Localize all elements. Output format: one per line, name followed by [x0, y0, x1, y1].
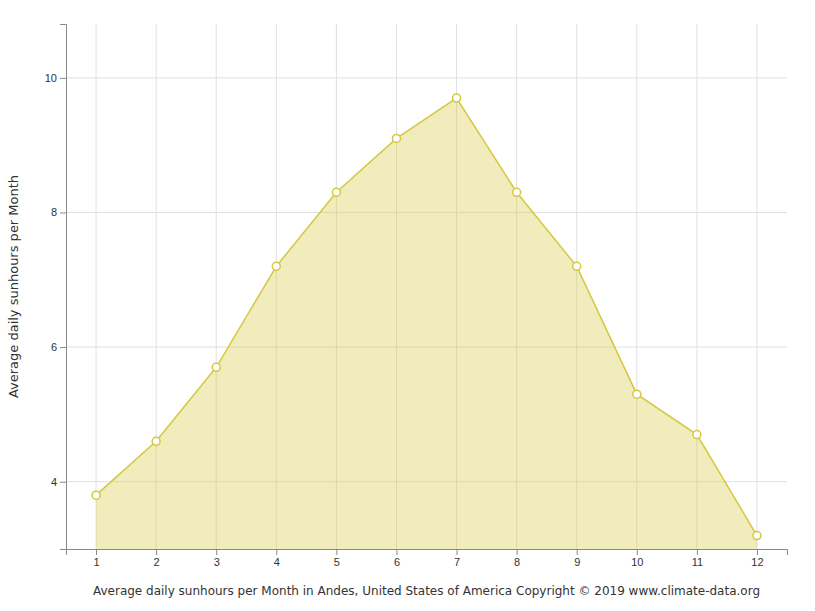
- tick: 12: [751, 549, 763, 568]
- tick: 11: [692, 549, 703, 568]
- tick-mark: [96, 549, 97, 555]
- tick-label: 7: [454, 556, 460, 568]
- tick: 1: [93, 549, 99, 568]
- tick-mark: [457, 549, 458, 555]
- point: [332, 188, 340, 196]
- tick-label: 6: [394, 556, 400, 568]
- grid-line: [756, 24, 757, 549]
- point: [272, 262, 280, 270]
- point: [152, 437, 160, 445]
- tick: 3: [214, 549, 220, 568]
- tick-label: 4: [51, 476, 57, 488]
- tick-label: 9: [574, 556, 580, 568]
- y-axis: 4 6 8 10: [45, 25, 67, 550]
- tick-label: 8: [51, 206, 57, 218]
- tick-mark: [336, 549, 337, 555]
- chart: 12345678910111246810Average daily sunhou…: [0, 0, 815, 611]
- tick-mark: [637, 549, 638, 555]
- tick: 6: [394, 549, 400, 568]
- tick-mark: [697, 549, 698, 555]
- grid-line: [66, 77, 787, 78]
- tick-label: 10: [45, 72, 57, 84]
- tick-mark: [276, 549, 277, 555]
- grid-line: [96, 24, 97, 549]
- y-axis-title: Average daily sunhours per Month: [6, 175, 21, 398]
- point: [753, 532, 761, 540]
- tick-mark: [396, 549, 397, 555]
- x-axis: 123456789101112: [67, 549, 788, 568]
- x-axis-title: Average daily sunhours per Month in Ande…: [93, 584, 760, 598]
- tick-label: 11: [692, 556, 703, 568]
- tick: 6: [51, 341, 66, 353]
- point: [212, 363, 220, 371]
- axis-line: [60, 25, 67, 550]
- marks: [92, 94, 761, 549]
- tick-mark: [60, 78, 66, 79]
- grid: [66, 24, 787, 549]
- tick-label: 12: [751, 556, 763, 568]
- area: [96, 98, 757, 549]
- point: [573, 262, 581, 270]
- point: [92, 491, 100, 499]
- point: [453, 94, 461, 102]
- tick-label: 8: [514, 556, 520, 568]
- tick: 4: [51, 476, 66, 488]
- tick: 9: [574, 549, 580, 568]
- tick: 5: [334, 549, 340, 568]
- tick: 10: [631, 549, 643, 568]
- tick-label: 4: [274, 556, 280, 568]
- tick: 7: [454, 549, 460, 568]
- tick-label: 2: [154, 556, 160, 568]
- tick-mark: [757, 549, 758, 555]
- tick: 10: [45, 72, 66, 84]
- plot: 12345678910111246810: [45, 24, 788, 568]
- tick-mark: [60, 482, 66, 483]
- axis-line: [67, 550, 788, 556]
- point: [513, 188, 521, 196]
- tick-label: 5: [334, 556, 340, 568]
- point: [633, 390, 641, 398]
- line: [96, 98, 757, 535]
- tick-mark: [216, 549, 217, 555]
- tick-label: 3: [214, 556, 220, 568]
- tick-mark: [60, 212, 66, 213]
- tick-mark: [517, 549, 518, 555]
- tick-label: 10: [631, 556, 643, 568]
- tick: 8: [514, 549, 520, 568]
- tick-mark: [156, 549, 157, 555]
- tick: 2: [154, 549, 160, 568]
- tick-label: 1: [93, 556, 99, 568]
- tick: 8: [51, 206, 66, 218]
- tick: 4: [274, 549, 280, 568]
- tick-mark: [60, 347, 66, 348]
- tick-mark: [577, 549, 578, 555]
- point: [392, 134, 400, 142]
- tick-label: 6: [51, 341, 57, 353]
- point: [693, 431, 701, 439]
